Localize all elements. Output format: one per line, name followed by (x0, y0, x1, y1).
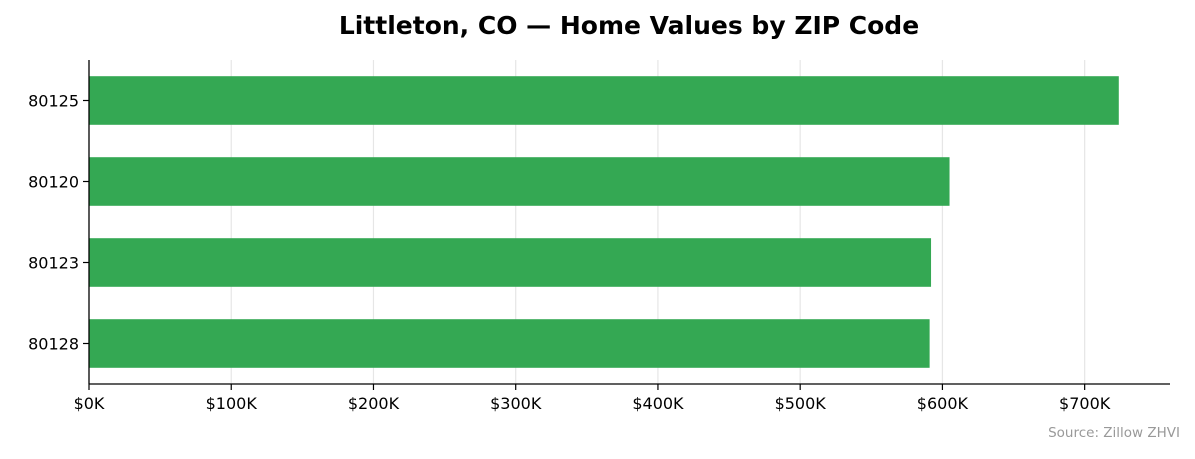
bar (89, 238, 932, 287)
x-tick-label: $300K (490, 394, 542, 413)
x-tick-label: $100K (206, 394, 258, 413)
x-tick-label: $400K (632, 394, 684, 413)
bar (89, 76, 1119, 125)
x-tick-label: $600K (917, 394, 969, 413)
y-tick-label: 80125 (28, 92, 79, 111)
source-annotation: Source: Zillow ZHVI (1048, 425, 1180, 441)
chart-title: Littleton, CO — Home Values by ZIP Code (339, 11, 919, 40)
y-tick-label: 80128 (28, 335, 79, 354)
bar (89, 319, 930, 368)
x-tick-label: $500K (775, 394, 827, 413)
x-tick-label: $700K (1059, 394, 1111, 413)
x-tick-label: $200K (348, 394, 400, 413)
x-tick-label: $0K (74, 394, 105, 413)
bar (89, 157, 950, 206)
bars (89, 76, 1119, 368)
y-tick-label: 80120 (28, 173, 79, 192)
y-axis-ticks: 80125 80120 80123 80128 (28, 92, 89, 354)
axes (88, 60, 1170, 385)
x-axis-ticks: $0K $100K $200K $300K $400K $500K $600K $700K (74, 384, 1111, 413)
y-tick-label: 80123 (28, 254, 79, 273)
